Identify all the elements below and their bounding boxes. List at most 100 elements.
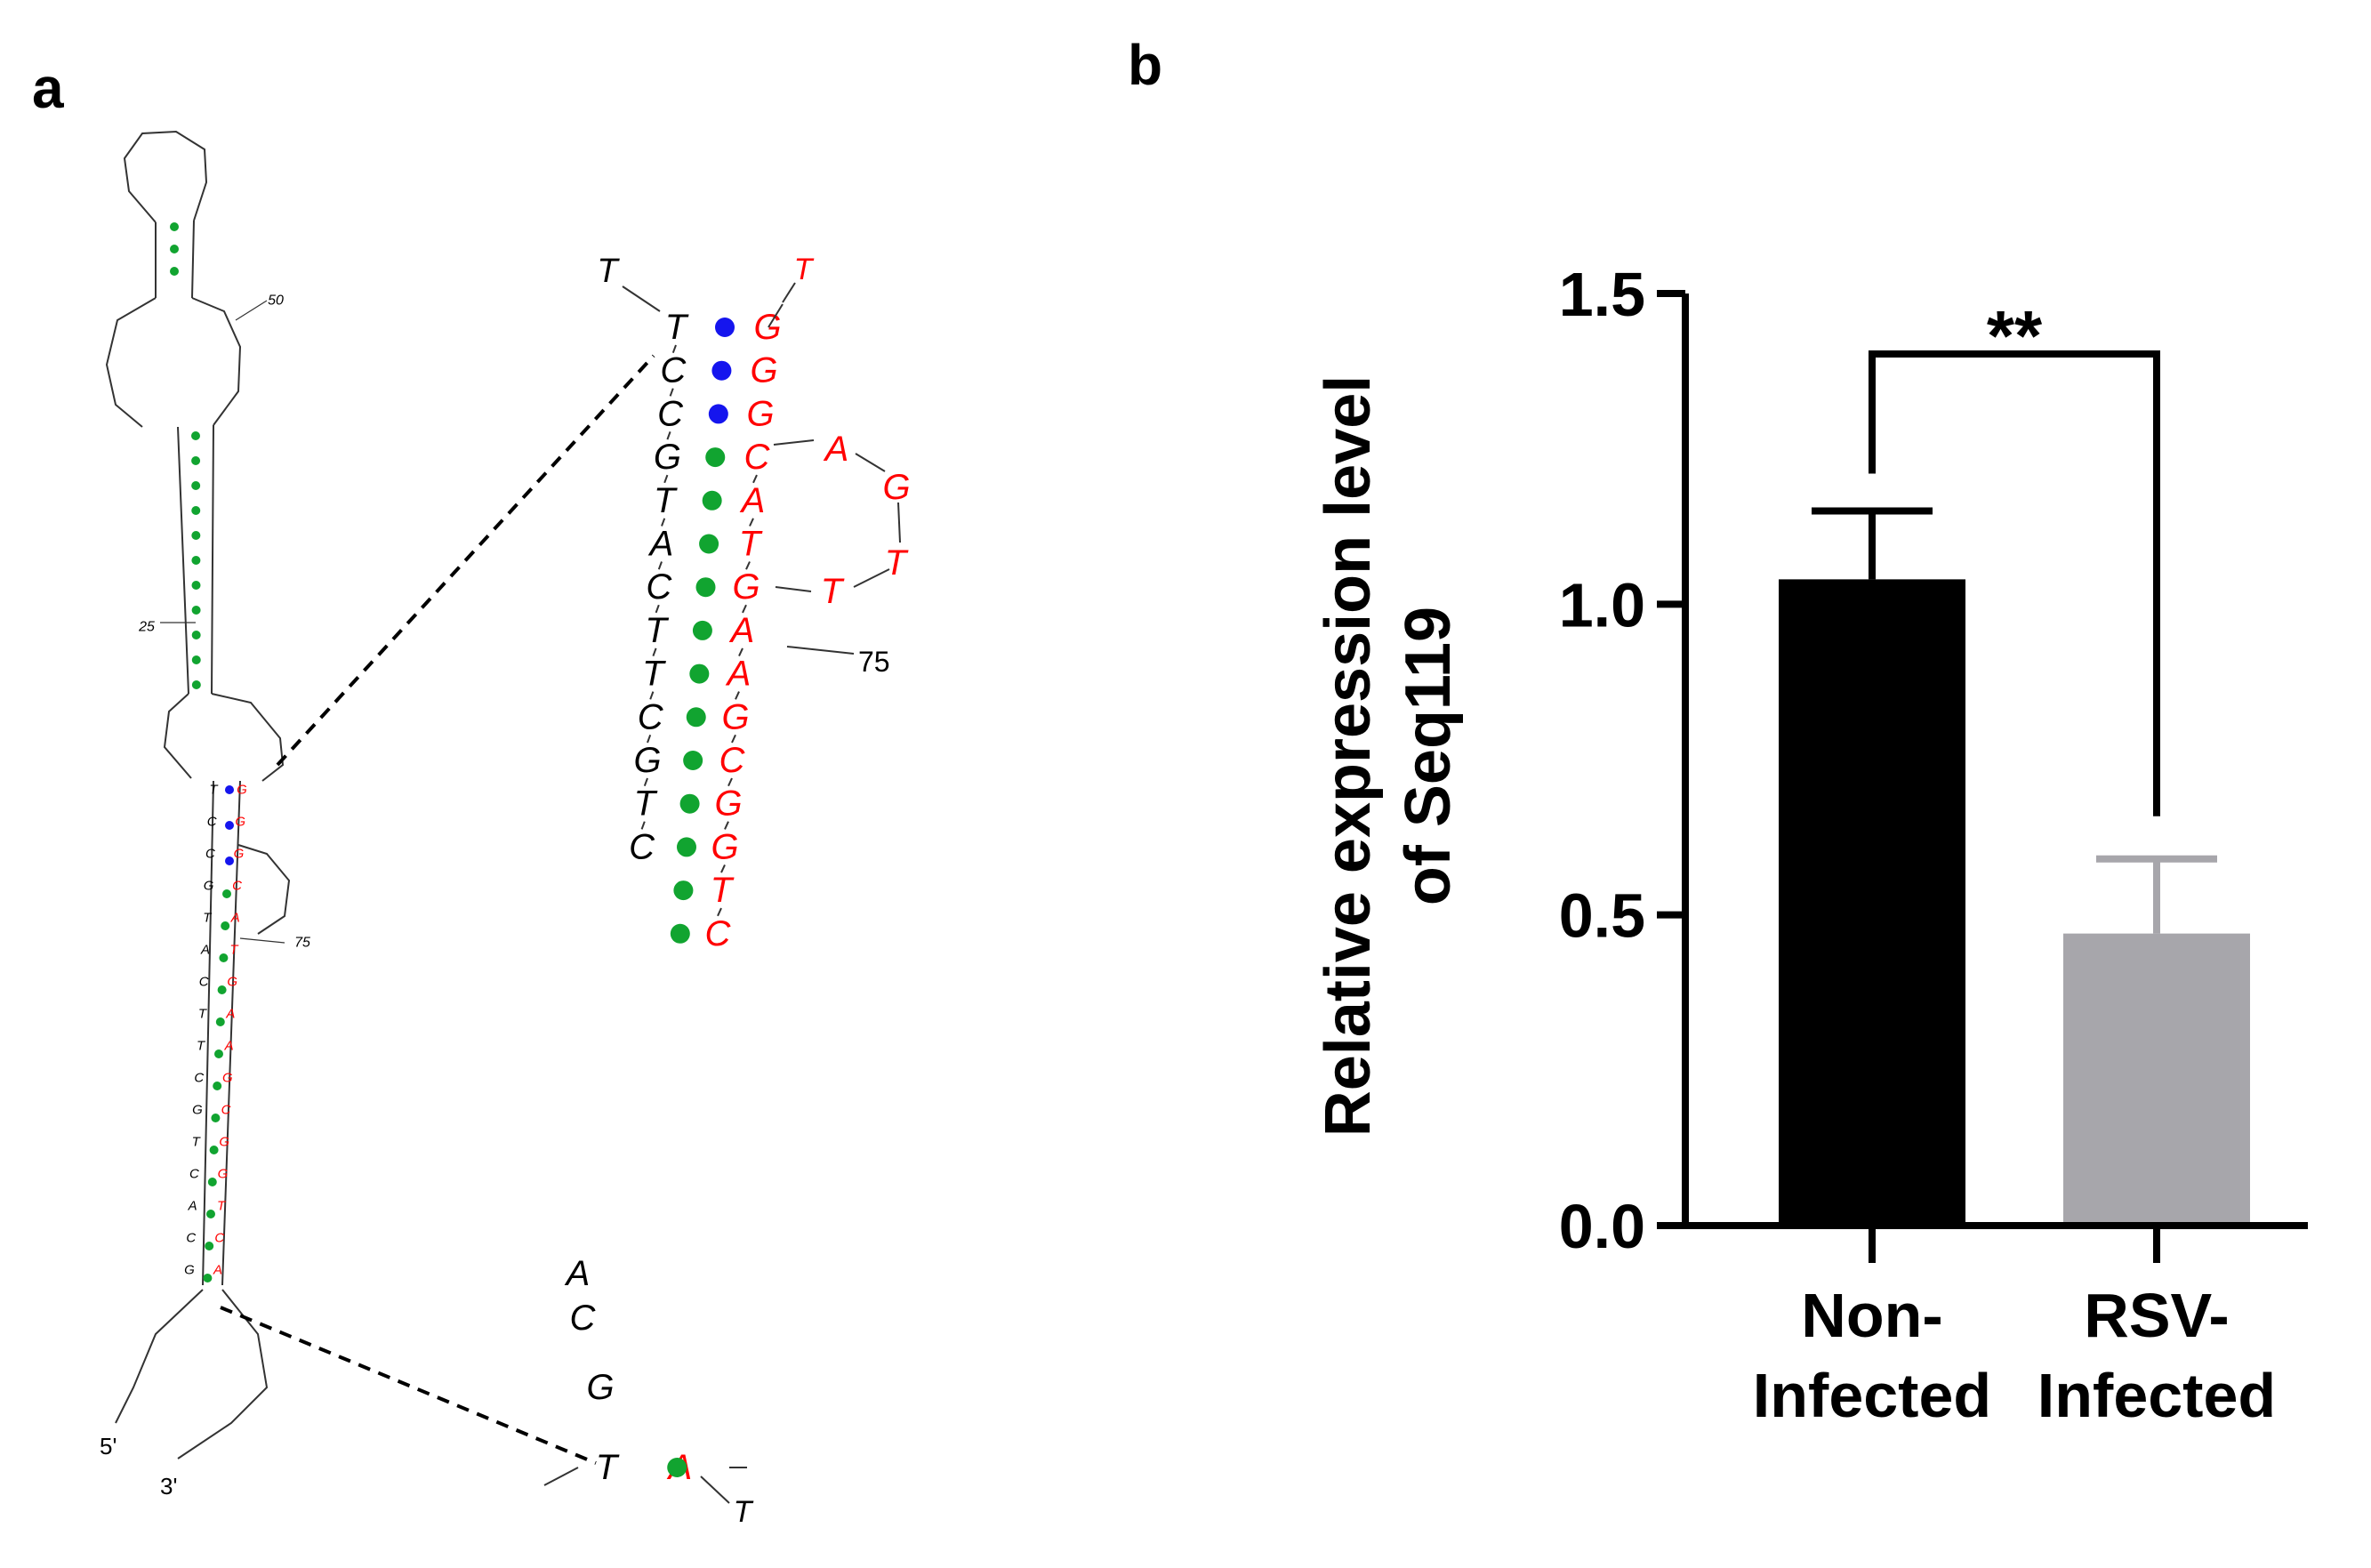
overview-pair-dot	[191, 531, 201, 540]
overview-letter: C	[232, 879, 242, 894]
zoom-left-base: A	[648, 525, 674, 564]
position-25-label: 25	[138, 620, 155, 635]
zoom-backbone-segment	[742, 604, 747, 614]
side-loop-backbone	[237, 844, 291, 935]
overview-pair-dot	[170, 245, 179, 253]
overview-pair-dot	[221, 921, 230, 930]
overview-pair-dot	[191, 606, 201, 615]
overview-letter: T	[203, 911, 213, 926]
zoom-backbone-segment	[700, 1476, 730, 1504]
zoom-right-base: G	[732, 567, 760, 607]
zoom-backbone-segment	[661, 518, 666, 527]
overview-letter: G	[204, 879, 214, 894]
zoom-backbone-segment	[735, 691, 740, 700]
overview-pair-dot	[191, 631, 201, 639]
zoom-pair-dot	[683, 751, 703, 770]
bar-non-infected	[1779, 579, 1965, 1222]
zoom-pair-dot	[673, 880, 694, 901]
zoom-left-base: G	[586, 1368, 614, 1407]
overview-pair-dot	[191, 581, 201, 590]
zoom-right-base: C	[744, 438, 771, 477]
zoom-backbone-segment	[657, 561, 663, 570]
zoom-right-base: G	[711, 827, 738, 866]
overview-pair-dot	[207, 1178, 217, 1186]
overview-letter: C	[205, 847, 215, 862]
zoom-backbone-segment	[669, 388, 674, 397]
zoom-backbone-segment	[671, 344, 677, 354]
overview-letter: A	[200, 943, 210, 958]
overview-letter: C	[207, 815, 217, 830]
zoom-pair-dot	[686, 707, 706, 728]
zoom-backbone-segment	[749, 518, 754, 527]
number-ticks	[160, 300, 285, 944]
overview-pair-dot	[205, 1242, 214, 1250]
overview-pair-dot	[215, 1017, 225, 1026]
zoom-backbone-segment	[717, 907, 722, 917]
zoom-pair-dot	[715, 318, 735, 337]
overview-base-pairs	[170, 222, 234, 1283]
zoom-pair-dot	[711, 360, 732, 381]
zoom-backbone-segment	[647, 734, 652, 744]
overview-pair-dot	[170, 222, 179, 231]
overview-pair-dot	[213, 1082, 222, 1090]
x-category-label: Infected	[2037, 1361, 2276, 1430]
overview-pair-dot	[211, 1114, 221, 1122]
overview-letter: G	[184, 1263, 195, 1278]
overview-pair-dot	[209, 1146, 219, 1154]
zoom-backbone-segment	[782, 282, 796, 303]
overview-pair-dot	[191, 506, 201, 515]
zoom-right-base: C	[705, 914, 732, 953]
position-75-label-zoom: 75	[858, 646, 890, 678]
overview-pair-dot	[170, 267, 179, 276]
overview-letter: C	[186, 1231, 196, 1246]
zoom-right-base: A	[729, 611, 755, 650]
three-prime-label: 3'	[160, 1473, 177, 1500]
overview-pair-dot	[191, 680, 201, 689]
zoom-backbone-segment	[720, 864, 726, 873]
zoom-backbone-segment	[724, 821, 729, 830]
overview-pair-dot	[203, 1274, 213, 1283]
connector-bottom-dashed-line	[220, 1306, 597, 1465]
zoom-left-base: G	[633, 741, 661, 780]
stem2-backbone	[177, 424, 214, 695]
zoom-pair-dot	[667, 1458, 687, 1477]
zoom-backbone-segment	[853, 568, 890, 588]
overview-letter: T	[197, 1039, 206, 1054]
overview-letter: C	[194, 1071, 204, 1086]
overview-letter: A	[213, 1263, 222, 1278]
zoom-left-base: T	[645, 611, 669, 650]
zoom-backbone-segment	[640, 821, 646, 830]
overview-letter: G	[192, 1103, 203, 1118]
zoom-left-base: T	[665, 308, 689, 347]
zoom-left-base: C	[657, 394, 684, 433]
y-tick-label: 1.0	[1559, 570, 1645, 639]
zoom-pair-dot	[676, 837, 696, 857]
significance-bracket	[1869, 350, 2160, 816]
zoom-right-base: G	[746, 394, 774, 433]
five-prime-label: 5'	[100, 1433, 117, 1459]
overview-letters: T G C G C G G C T A A T C G T A T A C G G C T G C G A T C C G A	[184, 783, 247, 1278]
panel-label-b: b	[1128, 33, 1163, 97]
overview-letter: C	[199, 975, 209, 990]
zoom-backbone-segment	[543, 1467, 579, 1486]
zoom-right-base: T	[739, 525, 763, 564]
bar-chart: 0.0 0.5 1.0 1.5 Non- Infected RSV- Infected ** Re…	[1313, 260, 2308, 1430]
zoom-left-base: C	[660, 351, 687, 390]
overview-letter: G	[219, 1135, 229, 1150]
zoom-loop-base: G	[882, 468, 910, 507]
position-75-label-small: 75	[294, 936, 310, 951]
overview-letter: A	[188, 1199, 197, 1214]
overview-letter: C	[189, 1167, 199, 1182]
zoom-bottom-right-base: T	[734, 1495, 754, 1529]
zoom-backbone-segment	[752, 474, 758, 484]
zoom-right-base: A	[740, 481, 766, 520]
zoom-backbone-segment	[855, 453, 886, 472]
overview-letter: G	[218, 1167, 229, 1182]
zoom-left-base: C	[629, 827, 655, 866]
rna-structure-overview	[105, 130, 291, 1459]
y-axis-label-line: of Seq119	[1393, 607, 1464, 905]
x-category-label: Infected	[1753, 1361, 1991, 1430]
zoom-backbone-segment	[663, 474, 669, 484]
zoom-backbone-segment	[622, 285, 661, 312]
zoom-pair-dot	[689, 663, 710, 684]
